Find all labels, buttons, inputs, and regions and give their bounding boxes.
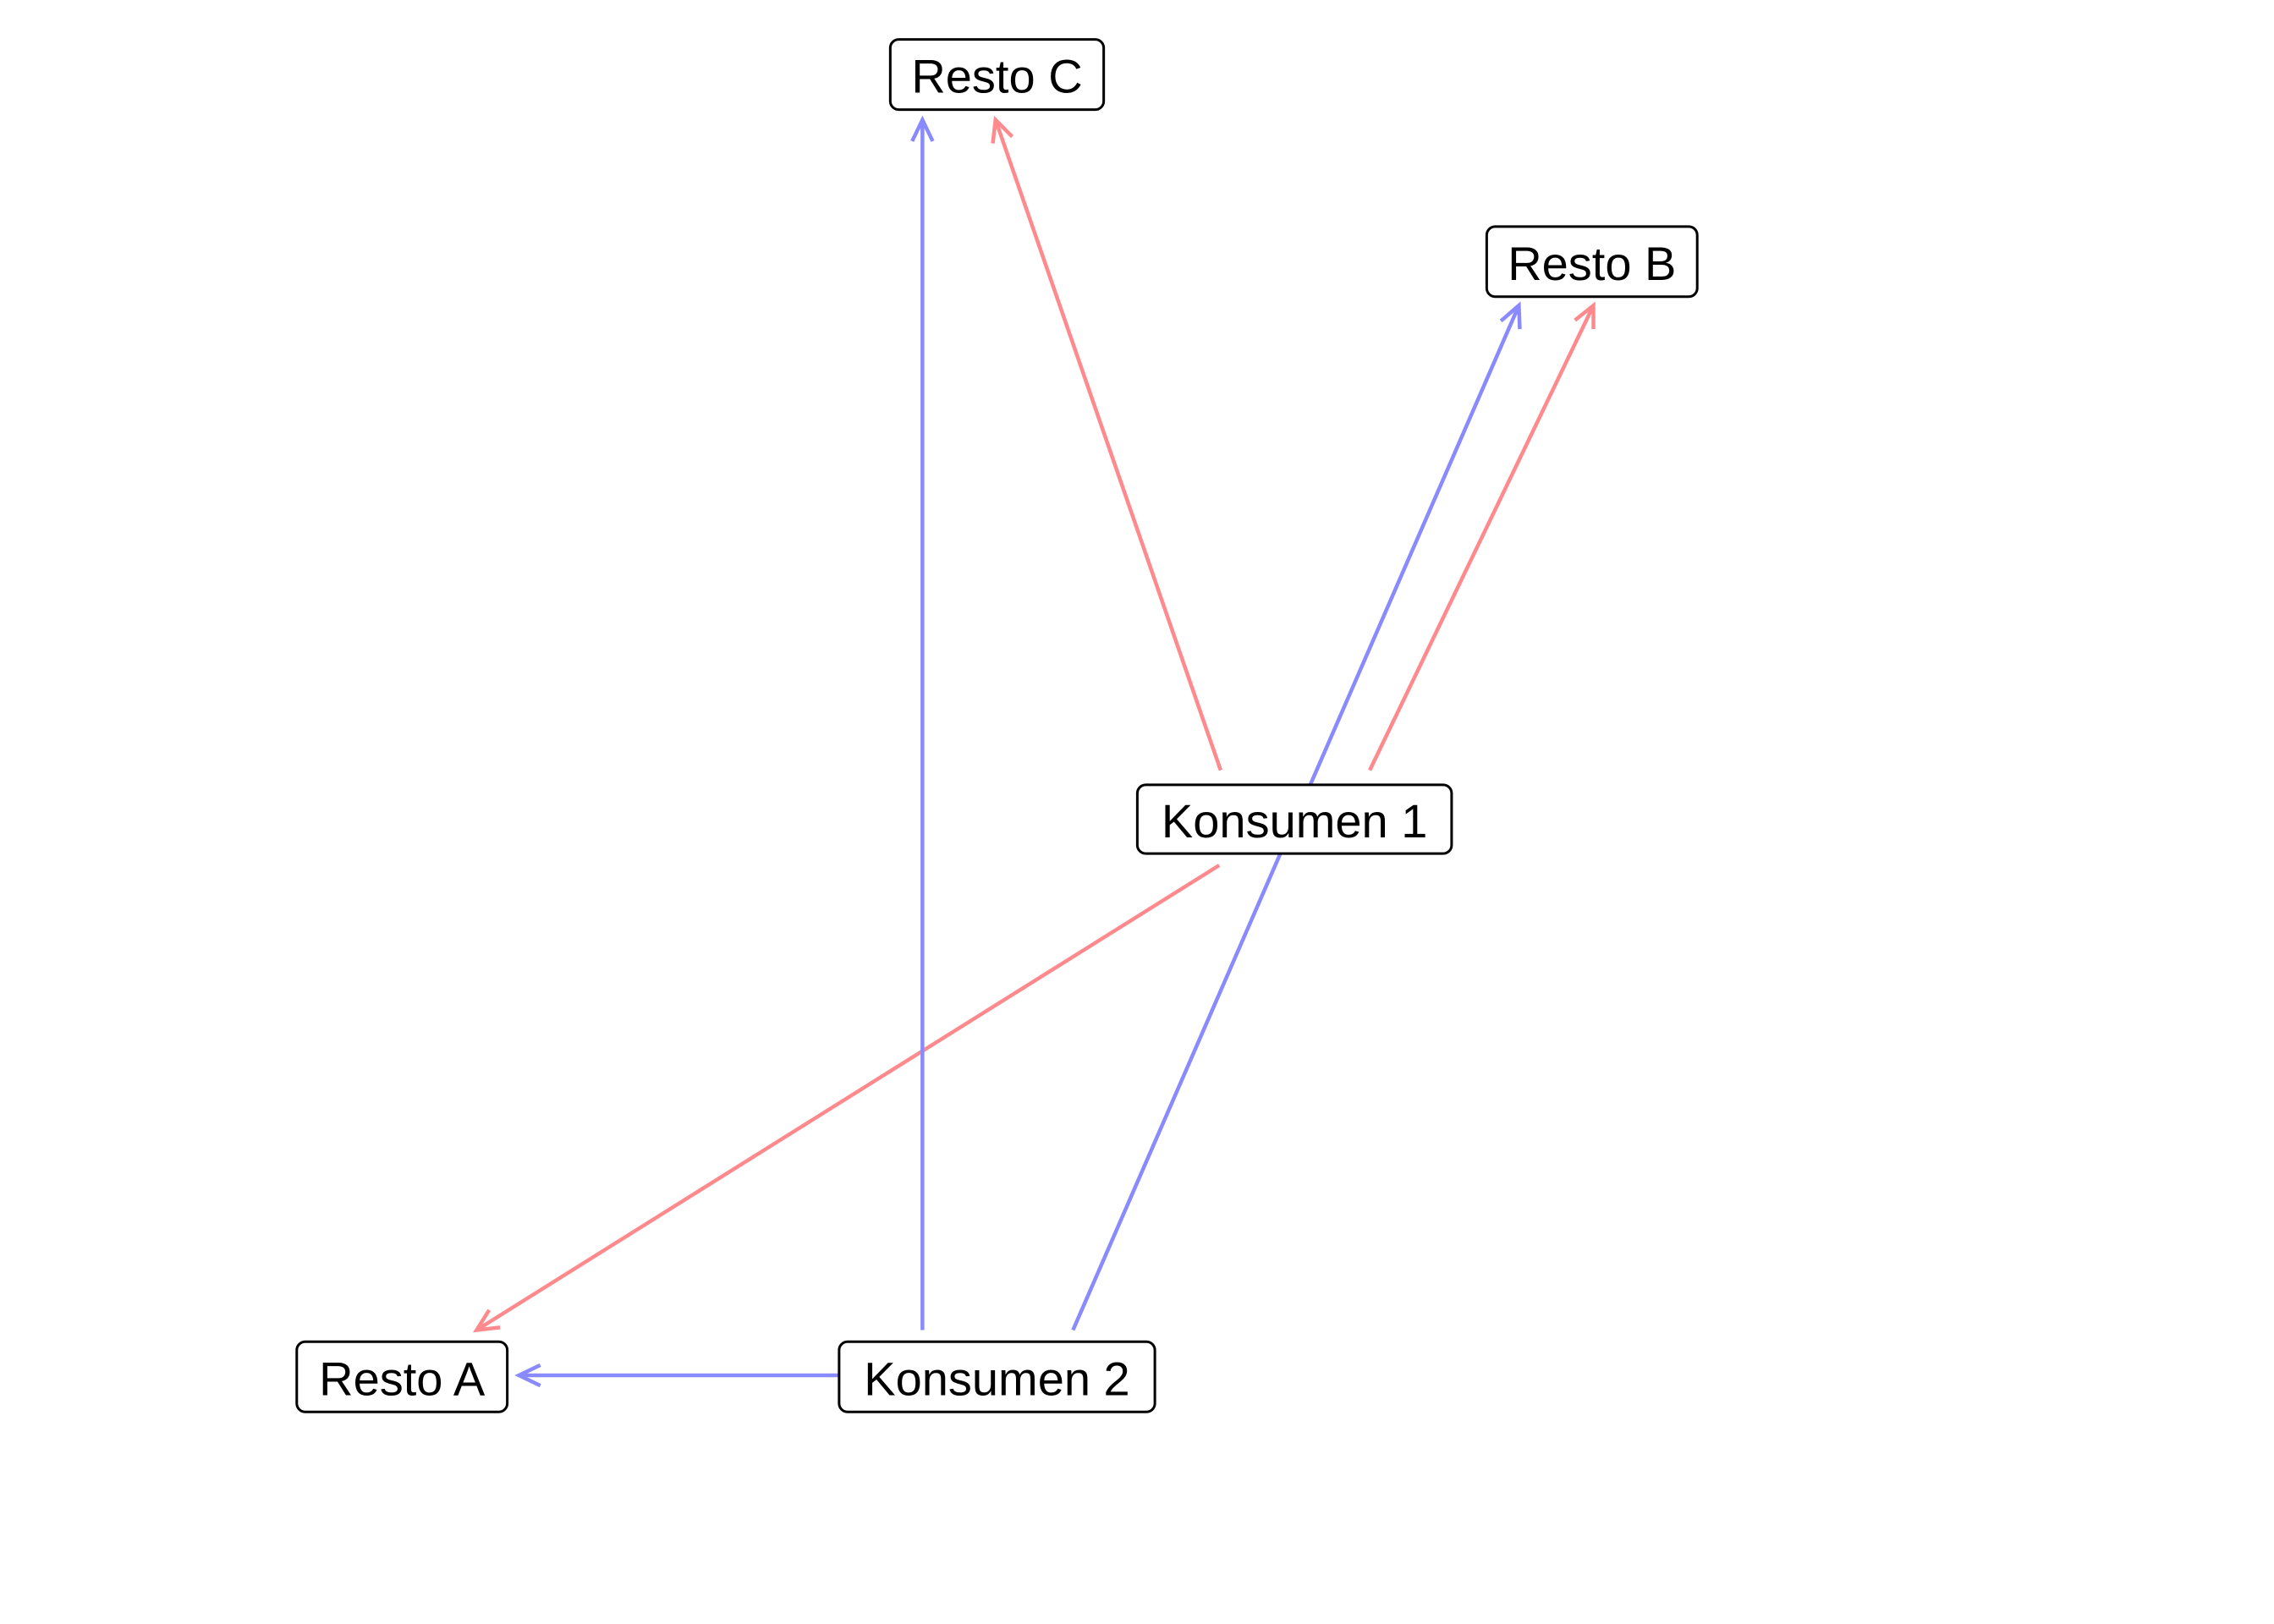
node-box <box>888 38 1106 112</box>
node-box <box>1485 225 1699 299</box>
node-resto-b: Resto B <box>1485 225 1699 299</box>
edge-line <box>1368 304 1596 771</box>
edge-konsumen-1-to-resto-b <box>1368 301 1596 771</box>
node-konsumen-2: Konsumen 2 <box>838 1340 1156 1413</box>
edge-konsumen-2-to-resto-a <box>514 1363 863 1388</box>
edge-konsumen-2-to-resto-c <box>910 115 935 1330</box>
arrowhead-icon <box>472 1309 501 1333</box>
node-label: Resto B <box>1508 237 1676 290</box>
arrowhead-icon <box>910 115 935 142</box>
node-resto-a: Resto A <box>295 1340 509 1413</box>
edges-layer <box>472 115 1596 1388</box>
edge-konsumen-1-to-resto-c <box>991 115 1223 771</box>
edge-konsumen-1-to-resto-a <box>472 864 1221 1333</box>
edge-line <box>475 864 1221 1332</box>
arrowhead-icon <box>991 115 1014 144</box>
node-konsumen-1: Konsumen 1 <box>1135 783 1453 855</box>
node-label: Konsumen 2 <box>864 1352 1129 1405</box>
arrowhead-icon <box>514 1363 541 1388</box>
node-box <box>838 1340 1156 1413</box>
arrowhead-icon <box>1574 301 1596 330</box>
node-box <box>1135 783 1453 855</box>
node-label: Resto C <box>911 50 1082 103</box>
arrowhead-icon <box>1499 301 1522 330</box>
node-resto-c: Resto C <box>888 38 1106 112</box>
node-label: Konsumen 1 <box>1162 794 1427 848</box>
edge-line <box>993 118 1223 771</box>
nodes-layer: Resto C Resto B Konsumen 1 Resto A Konsumen … <box>295 38 1699 1413</box>
node-box <box>295 1340 509 1413</box>
node-label: Resto A <box>319 1352 486 1405</box>
